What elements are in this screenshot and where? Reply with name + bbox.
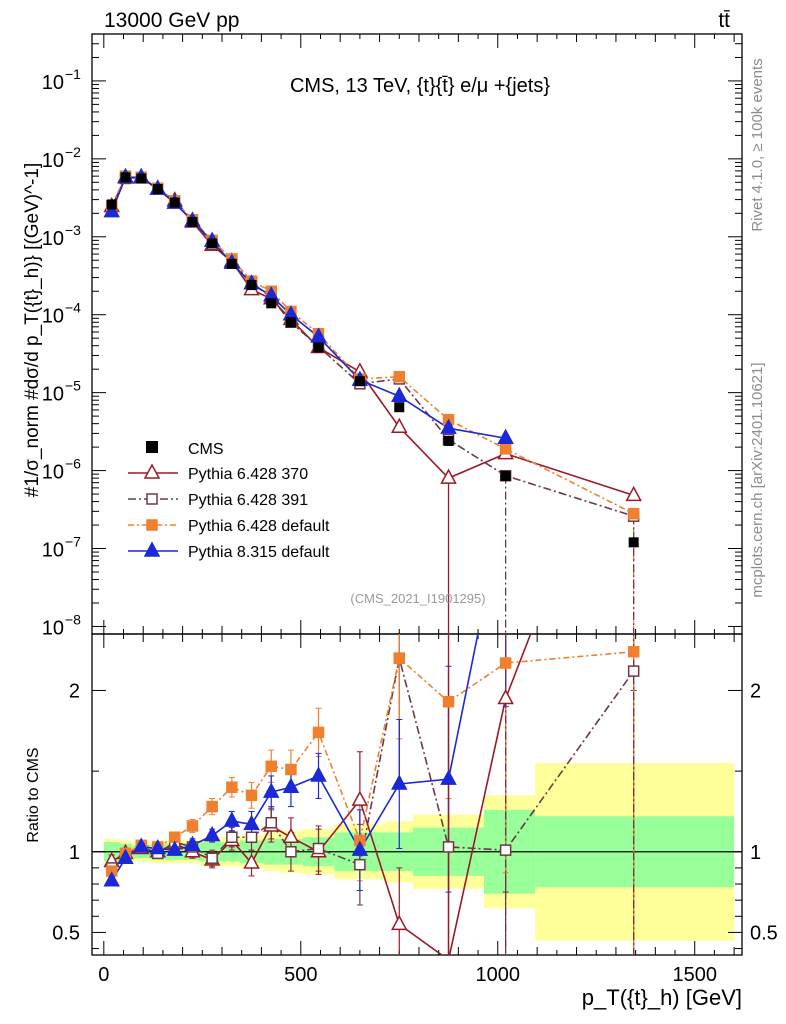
legend-marker — [147, 494, 157, 504]
y-tick-exponent: −5 — [65, 378, 81, 394]
ratio-tick-label-right: 0.5 — [750, 922, 778, 944]
y-tick-exponent: −2 — [65, 144, 81, 160]
ratio-point — [286, 764, 296, 774]
series-line — [112, 177, 506, 438]
y-tick-exponent: −1 — [65, 66, 81, 82]
cms-point — [187, 217, 197, 227]
ratio-point — [444, 697, 454, 707]
legend-marker — [145, 465, 159, 478]
ratio-point — [187, 821, 197, 831]
ratio-point — [266, 761, 276, 771]
ratio-tick-label: 2 — [69, 680, 80, 702]
chart-title: CMS, 13 TeV, {t}{t̄} e/μ +{jets} — [290, 75, 550, 97]
legend-label: Pythia 6.428 391 — [188, 492, 308, 509]
ratio-point — [629, 647, 639, 657]
ratio-point — [227, 832, 237, 842]
cms-point — [107, 199, 117, 209]
cms-point — [153, 184, 163, 194]
y-tick-label: 10 — [42, 306, 64, 328]
legend-marker — [145, 543, 159, 556]
cms-point — [170, 198, 180, 208]
ratio-y-axis-label: Ratio to CMS — [25, 747, 42, 842]
legend-label: Pythia 6.428 default — [188, 518, 330, 535]
ratio-point — [392, 776, 406, 789]
chart: 0 500 1000 150010−810−710−610−510−410−310−2… — [0, 0, 786, 1024]
analysis-id: (CMS_2021_I1901295) — [350, 591, 485, 606]
legend-marker — [147, 520, 157, 530]
x-tick-label: 500 — [284, 964, 317, 986]
ratio-point — [207, 853, 217, 863]
ratio-point — [394, 653, 404, 663]
ratio-point — [442, 771, 456, 784]
ratio-point — [314, 727, 324, 737]
ratio-tick-label-right: 1 — [750, 842, 761, 864]
ratio-point — [247, 790, 257, 800]
ratio-point — [355, 860, 365, 870]
cms-point — [355, 376, 365, 386]
ratio-point — [286, 847, 296, 857]
cms-point — [394, 402, 404, 412]
ratio-point — [499, 691, 513, 704]
ratio-tick-label-right: 2 — [750, 680, 761, 702]
cms-point — [286, 317, 296, 327]
ratio-point — [247, 832, 257, 842]
ratio-tick-label: 0.5 — [52, 922, 80, 944]
legend: CMS Pythia 6.428 370 Pythia 6.428 391 Pythi… — [128, 441, 330, 561]
data-point — [629, 509, 639, 519]
y-tick-label: 10 — [42, 228, 64, 250]
x-axis-label: p_T({t}_h) [GeV] — [582, 985, 742, 1010]
x-tick-label: 1000 — [476, 964, 521, 986]
y-tick-label: 10 — [42, 540, 64, 562]
cms-point — [266, 298, 276, 308]
legend-label: Pythia 6.428 370 — [188, 466, 308, 483]
y-tick-exponent: −6 — [65, 456, 81, 472]
cms-point — [501, 471, 511, 481]
cms-point — [314, 342, 324, 352]
ratio-point — [205, 828, 219, 841]
y-tick-exponent: −4 — [65, 300, 81, 316]
cms-point — [120, 172, 130, 182]
y-tick-exponent: −3 — [65, 222, 81, 238]
x-tick-label: 0 — [98, 964, 109, 986]
ratio-point — [501, 658, 511, 668]
y-tick-label: 10 — [42, 617, 64, 639]
ratio-point — [444, 842, 454, 852]
y-tick-label: 10 — [42, 384, 64, 406]
y-tick-label: 10 — [42, 462, 64, 484]
ratio-point — [392, 916, 406, 929]
ratio-point — [312, 768, 326, 781]
y-tick-label: 10 — [42, 72, 64, 94]
ratio-point — [225, 813, 239, 826]
ratio-point — [314, 844, 324, 854]
data-point — [501, 444, 511, 454]
ratio-point — [207, 802, 217, 812]
cms-point — [227, 259, 237, 269]
y-tick-exponent: −8 — [65, 611, 81, 627]
x-tick-label: 1500 — [672, 964, 717, 986]
legend-label-cms: CMS — [188, 441, 224, 458]
cms-point — [247, 280, 257, 290]
legend-label: Pythia 8.315 default — [188, 544, 330, 561]
cms-point — [207, 239, 217, 249]
cms-point — [136, 173, 146, 183]
mcplots-label: mcplots.cern.ch [arXiv:2401.10621] — [749, 362, 766, 597]
y-tick-exponent: −7 — [65, 534, 81, 550]
ratio-point — [353, 792, 367, 805]
cms-point — [629, 537, 639, 547]
legend-marker-cms — [146, 441, 158, 453]
ratio-point — [629, 666, 639, 676]
rivet-label: Rivet 4.1.0, ≥ 100k events — [749, 58, 766, 231]
y-tick-label: 10 — [42, 150, 64, 172]
header-right: tt̄ — [718, 9, 730, 32]
ratio-point — [501, 845, 511, 855]
ratio-point — [266, 818, 276, 828]
header-left: 13000 GeV pp — [104, 9, 239, 32]
ratio-tick-label: 1 — [69, 842, 80, 864]
cms-point — [444, 436, 454, 446]
y-axis-label: #1/σ_norm #dσ/d p_T({t}_h)} [(GeV)^-1] — [22, 163, 43, 497]
ratio-point — [227, 782, 237, 792]
data-point — [394, 372, 404, 382]
